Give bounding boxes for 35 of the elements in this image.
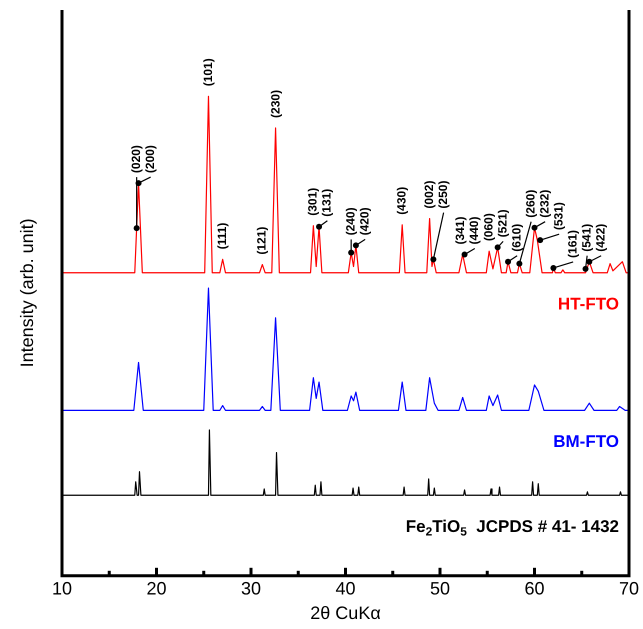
annotation: (610) [509,224,524,252]
annotation: (121) [254,226,269,255]
annotation: (301) [306,188,320,216]
x-tick-label: 20 [146,578,167,599]
annotation: (200) [142,145,157,174]
annotation: (521) [495,209,510,238]
annotation: (260) [523,190,538,218]
annotation: (060) [481,213,496,242]
annotation: (230) [268,90,283,118]
x-tick-label: 50 [430,578,450,599]
annotation: (440) [467,216,482,245]
series-label: HT-FTO [558,294,620,314]
annotation: (422) [593,224,608,252]
series-label: BM-FTO [553,432,620,452]
x-tick-label: 40 [335,578,356,599]
annotation: (430) [394,186,409,215]
annotation: (250) [436,180,450,209]
annotation: (101) [200,58,215,86]
annotation: (111) [214,222,229,250]
x-tick-label: 70 [618,578,640,599]
annotation: (232) [537,190,552,218]
annotation: (020) [128,145,143,174]
annotation: (240) [343,207,358,236]
x-tick-label: 60 [524,578,545,599]
x-tick-label: 10 [52,578,72,599]
annotation: (341) [453,216,468,245]
annotation: (131) [320,188,334,217]
annotation: (531) [551,202,566,230]
annotation: (002) [422,180,436,209]
x-tick-label: 30 [240,578,262,599]
annotation: (420) [357,207,372,236]
y-axis-title: Intensity (arb. unit) [16,218,37,368]
annotation: (541) [579,224,594,252]
x-axis-title: 2θ CuKα [310,603,381,624]
annotation: (161) [565,230,580,258]
